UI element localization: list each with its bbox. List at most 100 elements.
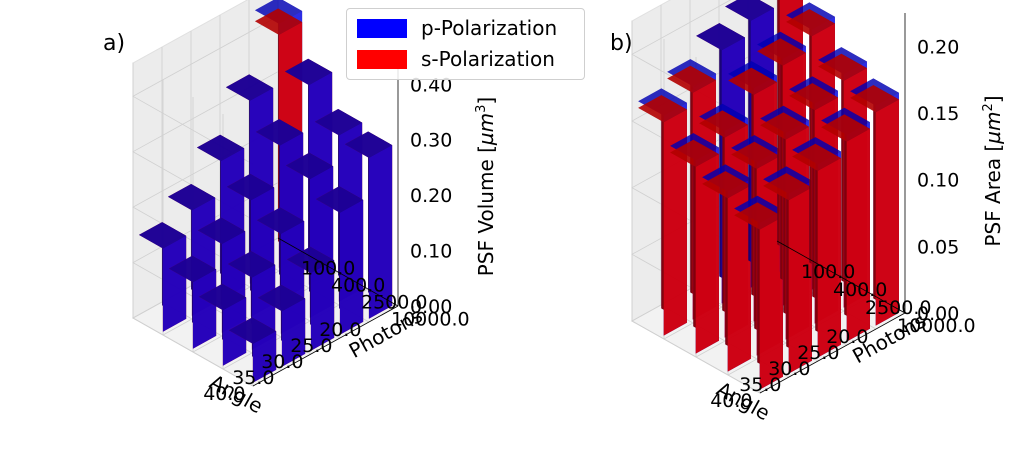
bar-top <box>850 85 899 113</box>
s-bar-40-2500 <box>702 171 751 372</box>
bar-top <box>227 251 276 278</box>
angle-tick-label: 40.0 <box>710 390 752 412</box>
bar-top <box>344 131 393 158</box>
bar-top <box>256 207 305 234</box>
photon-tick-label: 100.0 <box>801 261 855 283</box>
s-bar-35-10000 <box>763 173 812 374</box>
z-axis-label: PSF Volume [µm3] <box>474 97 498 276</box>
bar-top <box>731 141 780 169</box>
legend-label-s: s-Polarization <box>421 47 555 71</box>
bar-face <box>252 331 277 383</box>
p-bar-35-10000 <box>257 284 306 367</box>
bar-top <box>763 173 812 201</box>
bar-top <box>728 67 777 95</box>
photon-tick-label: 400.0 <box>331 275 385 297</box>
bar-top <box>255 119 304 146</box>
z-tick-label: 0.00 <box>917 303 959 325</box>
bar-top <box>284 58 333 86</box>
bar-top <box>314 109 363 136</box>
angle-tick-label: 30.0 <box>768 358 810 380</box>
photon-axis <box>277 237 399 307</box>
s-bar-30-10000 <box>792 143 841 358</box>
bar-top <box>196 134 245 162</box>
photon-tick-label: 10000.0 <box>897 315 976 337</box>
bar-top <box>789 83 838 111</box>
photon-tick-label: 2500.0 <box>865 297 931 319</box>
bar-top <box>638 95 687 123</box>
photon-axis <box>776 240 906 314</box>
bar-face <box>846 128 870 342</box>
legend-item-s: s-Polarization <box>357 46 555 72</box>
bar-top <box>257 284 306 312</box>
bar-top <box>699 110 748 138</box>
bar-top <box>168 255 217 283</box>
bar-top <box>198 283 247 311</box>
z-tick-label: 0.00 <box>410 296 452 318</box>
bar-face <box>339 199 364 335</box>
angle-tick-label: 40.0 <box>203 383 245 405</box>
angle-tick-label: 35.0 <box>739 374 781 396</box>
angle-axis <box>759 312 906 394</box>
p-bar-40-10000 <box>228 317 277 383</box>
bar-top <box>285 152 334 180</box>
bar-top <box>254 8 303 35</box>
angle-tick-label: 25.0 <box>290 335 332 357</box>
legend-swatch-s <box>357 49 407 69</box>
bar-face <box>875 99 899 326</box>
bar-top <box>757 38 806 66</box>
bar-top <box>786 9 835 37</box>
photon-tick-label: 2500.0 <box>361 292 427 314</box>
panel-a: 20.025.030.035.040.0 10000.02500.0400.010… <box>103 0 498 418</box>
angle-tick-label: 20.0 <box>319 319 361 341</box>
bar-top <box>696 23 745 51</box>
z-tick-label: 0.20 <box>410 185 452 207</box>
s-bar-25-10000 <box>821 114 870 342</box>
bar-top <box>702 171 751 199</box>
z-tick-label: 0.30 <box>410 130 452 152</box>
z-axis-label: PSF Area [µm2] <box>981 95 1005 246</box>
p-bar-30-10000 <box>286 246 335 351</box>
s-bar-20-10000 <box>850 85 899 326</box>
panel-label: a) <box>103 31 125 56</box>
bar-top <box>818 53 867 81</box>
bar-face <box>281 298 306 367</box>
legend-label-p: p-Polarization <box>421 16 558 40</box>
z-tick-label: 0.05 <box>917 236 959 258</box>
grid-line <box>631 0 761 127</box>
z-tick-label: 0.10 <box>410 241 452 263</box>
bar-face <box>663 109 687 336</box>
bar-top <box>226 173 275 201</box>
bar-top <box>228 317 277 344</box>
s-bar-40-400 <box>670 139 719 354</box>
legend: p-Polarization s-Polarization <box>346 8 585 80</box>
bar-face <box>368 145 393 319</box>
bar-face <box>162 235 187 332</box>
bar-top <box>670 139 719 167</box>
legend-item-p: p-Polarization <box>357 15 557 41</box>
photon-tick-label: 10000.0 <box>391 309 470 331</box>
legend-swatch-p <box>357 18 407 38</box>
angle-tick-label: 25.0 <box>797 342 839 364</box>
bar-top <box>821 114 870 142</box>
bar-top <box>225 74 274 101</box>
p-bar-20-10000 <box>344 131 393 319</box>
s-bar-40-10000 <box>734 202 783 390</box>
z-tick-label: 0.10 <box>917 170 959 192</box>
z-tick-label: 0.15 <box>917 103 959 125</box>
bar-top <box>197 217 246 244</box>
bar-top <box>138 222 187 249</box>
z-tick-label: 0.20 <box>917 36 959 58</box>
panel-label: b) <box>610 31 633 56</box>
angle-tick-label: 20.0 <box>826 326 868 348</box>
bar-top <box>725 0 774 21</box>
bar-face <box>788 187 812 374</box>
photon-tick-label: 100.0 <box>301 258 355 280</box>
bar-top <box>734 202 783 230</box>
angle-axis <box>252 305 399 387</box>
bar-face <box>727 185 751 372</box>
panel-b: 20.025.030.035.040.0 10000.02500.0400.010… <box>610 0 1005 425</box>
bar-top <box>792 143 841 171</box>
bar-top <box>167 184 216 211</box>
bar-face <box>192 269 217 349</box>
